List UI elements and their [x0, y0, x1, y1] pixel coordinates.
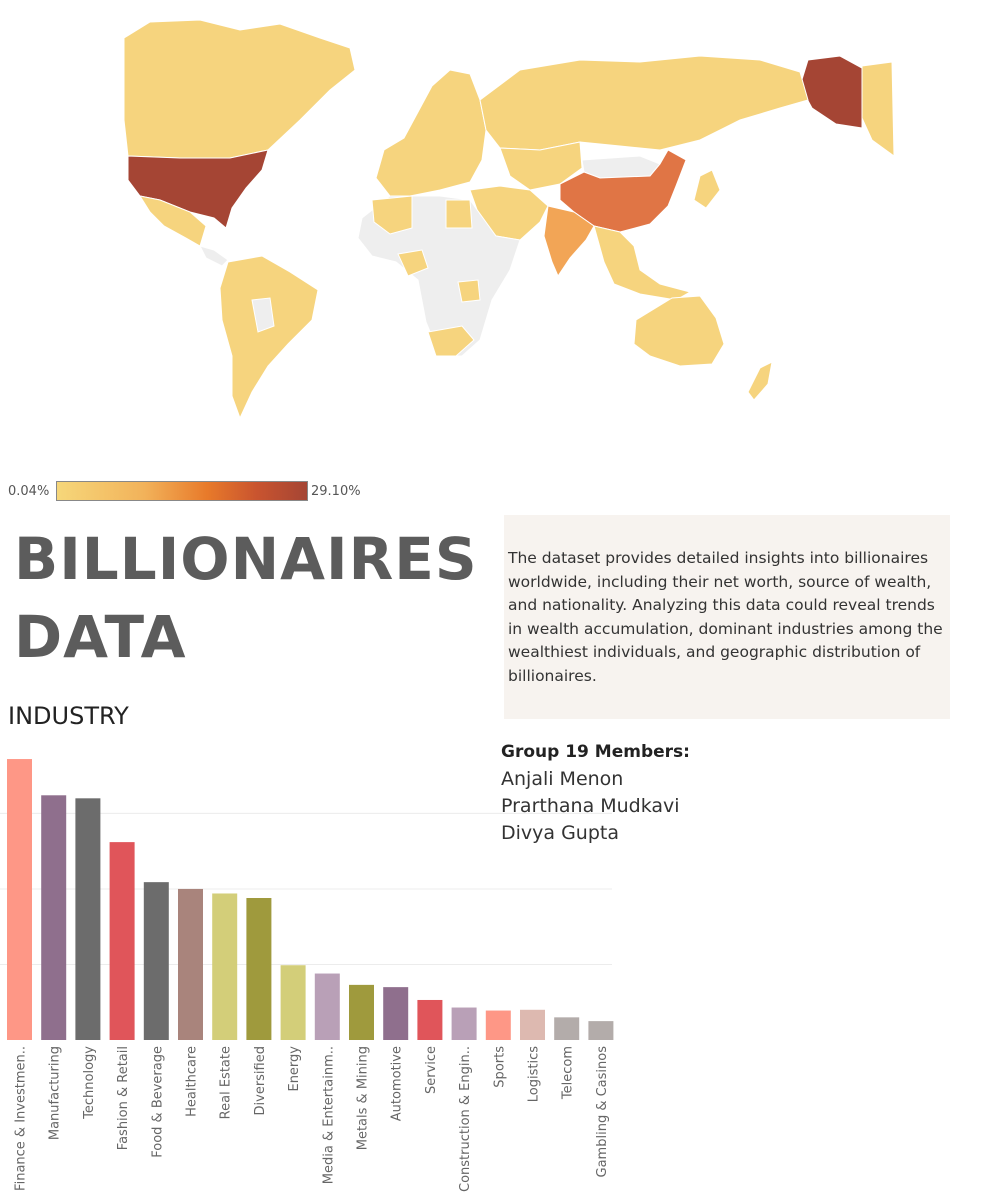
map-africa [357, 195, 521, 357]
map-sa-grey [251, 297, 275, 333]
bar[interactable] [109, 842, 135, 1040]
x-tick-label: Metals & Mining [356, 1046, 371, 1150]
map-russia[interactable] [479, 55, 809, 151]
x-tick-label: Real Estate [219, 1046, 234, 1119]
map-central-america [199, 245, 229, 267]
bar[interactable] [41, 795, 67, 1040]
member-name: Prarthana Mudkavi [501, 795, 680, 817]
bar[interactable] [451, 1007, 477, 1040]
dashboard-title: BILLIONAIRES DATA [14, 520, 478, 676]
map-tanzania[interactable] [457, 279, 481, 303]
bar[interactable] [212, 893, 238, 1040]
x-tick-label: Telecom [561, 1046, 576, 1100]
members-block: Group 19 Members: Anjali Menon Prarthana… [501, 742, 690, 847]
bar[interactable] [178, 888, 203, 1040]
bar[interactable] [280, 965, 306, 1040]
x-tick-label: Diversified [253, 1046, 268, 1115]
legend-gradient-bar [56, 481, 308, 501]
member-name: Divya Gupta [501, 822, 619, 844]
x-tick-label: Gambling & Casinos [595, 1046, 610, 1178]
member-name: Anjali Menon [501, 768, 624, 790]
industry-bar-chart: Finance & Investmen.. Manufacturing Techno… [0, 759, 614, 1192]
title-line-2: DATA [14, 603, 187, 671]
map-egypt[interactable] [445, 199, 473, 229]
bar[interactable] [554, 1017, 580, 1040]
x-tick-label: Energy [287, 1046, 302, 1092]
legend-min-label: 0.04% [8, 484, 50, 499]
bar[interactable] [143, 882, 169, 1040]
map-australia[interactable] [633, 295, 725, 367]
map-india[interactable] [543, 205, 595, 278]
map-usa[interactable] [127, 149, 269, 229]
map-south-africa[interactable] [427, 325, 475, 357]
map-new-zealand[interactable] [747, 361, 773, 401]
x-tick-label: Sports [492, 1046, 507, 1088]
bar[interactable] [417, 999, 443, 1040]
bar[interactable] [349, 984, 374, 1040]
world-choropleth-map[interactable] [0, 0, 1000, 440]
bar[interactable] [383, 987, 409, 1040]
x-tick-label: Food & Beverage [150, 1046, 165, 1158]
map-canada[interactable] [123, 19, 356, 159]
x-tick-label: Service [424, 1046, 439, 1094]
industry-heading: INDUSTRY [8, 702, 129, 730]
map-japan[interactable] [693, 169, 721, 209]
bar[interactable] [7, 759, 32, 1040]
x-tick-label: Fashion & Retail [116, 1046, 131, 1150]
map-europe[interactable] [375, 69, 487, 197]
description-text: The dataset provides detailed insights i… [508, 549, 943, 685]
map-north-africa[interactable] [371, 195, 413, 235]
x-tick-label: Media & Entertainm.. [321, 1046, 336, 1184]
x-tick-label: Manufacturing [48, 1046, 63, 1140]
map-greenland[interactable] [861, 61, 895, 157]
bar[interactable] [520, 1009, 545, 1040]
map-svg [123, 19, 895, 420]
description-panel: The dataset provides detailed insights i… [504, 515, 950, 719]
title-line-1: BILLIONAIRES [14, 525, 478, 593]
map-nigeria[interactable] [397, 249, 429, 277]
bar[interactable] [246, 898, 272, 1040]
legend-max-label: 29.10% [311, 484, 361, 499]
map-south-america[interactable] [219, 255, 319, 420]
bar[interactable] [75, 798, 101, 1040]
map-mongolia [581, 155, 661, 179]
color-legend: 0.04% 29.10% [0, 478, 380, 506]
x-tick-label: Automotive [390, 1046, 405, 1121]
x-tick-label: Healthcare [185, 1046, 200, 1117]
x-tick-label: Construction & Engin.. [458, 1046, 473, 1192]
members-heading: Group 19 Members: [501, 742, 690, 762]
map-alaska[interactable] [799, 55, 863, 129]
bar[interactable] [588, 1021, 614, 1040]
x-tick-label: Technology [82, 1046, 97, 1120]
x-tick-label: Logistics [527, 1046, 542, 1102]
map-kazakhstan[interactable] [499, 141, 583, 191]
bar[interactable] [485, 1010, 511, 1040]
map-se-asia[interactable] [593, 225, 692, 301]
x-tick-label: Finance & Investmen.. [14, 1046, 29, 1191]
bar[interactable] [314, 973, 340, 1040]
